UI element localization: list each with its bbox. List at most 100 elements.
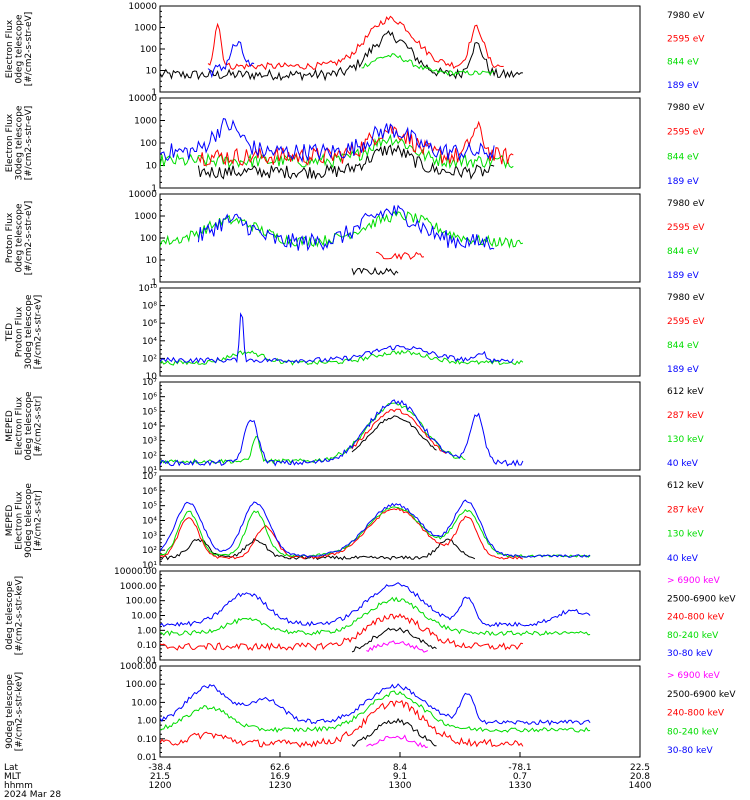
y-axis-label-line: MEPED: [5, 505, 15, 537]
x-tick-label-hhmm: 1300: [389, 781, 412, 791]
legend-entry: 287 keV: [667, 505, 704, 515]
y-tick-label: 0.10: [137, 735, 157, 745]
panel-8: 0.01 0.10 1.00 10.00 100.00 1000.00 90deg tele…: [5, 662, 736, 763]
legend-entry: 2595 eV: [667, 128, 705, 138]
x-tick-label-lat: 22.5: [630, 763, 650, 773]
y-tick-label: 10²: [142, 546, 157, 556]
y-axis-label-line: Electron Flux: [5, 19, 15, 78]
series-trace: [160, 582, 591, 628]
y-axis-label-line: [#/cm2-s-str-eV]: [24, 12, 34, 87]
y-tick-label: 10⁶: [142, 393, 157, 403]
legend-entry: 7980 eV: [667, 103, 705, 113]
y-tick-label: 10: [146, 372, 158, 382]
y-tick-label: 10000: [128, 190, 157, 200]
y-tick-label: 1.00: [137, 626, 157, 636]
y-axis-label: Electron Flux0deg telescope[#/cm2-s-str-…: [5, 12, 34, 87]
legend-entry: > 6900 keV: [667, 671, 721, 681]
y-tick-label: 10000.00: [114, 567, 157, 577]
x-tick-label-mlt: 20.8: [630, 772, 650, 782]
legend-entry: 240-800 keV: [667, 613, 725, 623]
y-axis-label-line: Proton Flux: [15, 306, 25, 357]
legend-entry: 844 eV: [667, 152, 700, 162]
y-axis-label: TEDProton Flux30deg telescope[#/cm2-s-st…: [5, 294, 44, 369]
legend-entry: 130 keV: [667, 530, 704, 540]
y-tick-label: 10⁶: [142, 487, 157, 497]
series-trace: [351, 408, 447, 454]
panel-frame: [159, 381, 641, 471]
traces: [160, 399, 524, 467]
y-tick-label: 0.01: [137, 656, 157, 666]
y-axis-label-line: [#/cm2-s-str]: [34, 396, 44, 456]
panel-2: 1 10 100 1000 10000 Electron Flux30deg telesc…: [5, 94, 705, 194]
y-axis-label-line: Electron Flux: [15, 396, 25, 455]
y-tick-label: 10¹: [142, 466, 157, 476]
y-axis-label-line: 90deg telescope: [5, 674, 15, 749]
y-tick-label: 10⁴: [142, 517, 157, 527]
y-tick-label: 1: [151, 88, 157, 98]
y-tick-label: 10⁵: [142, 407, 157, 417]
traces: [160, 683, 591, 749]
traces: [160, 499, 591, 561]
legend-entry: 189 eV: [667, 81, 700, 91]
panel-1: 1 10 100 1000 10000 Electron Flux0deg telesco…: [5, 2, 705, 98]
legend-entry: 7980 eV: [667, 293, 705, 303]
legend-entry: 130 keV: [667, 435, 704, 445]
series-trace: [160, 506, 591, 558]
series-trace: [351, 415, 437, 453]
legend-entry: 240-800 keV: [667, 709, 725, 719]
x-tick-label-hhmm: 1400: [629, 781, 652, 791]
y-axis-label: MEPEDElectron Flux0deg telescope[#/cm2-s…: [5, 391, 44, 461]
series-trace: [160, 349, 524, 366]
y-tick-label: 0.01: [137, 753, 157, 763]
legend-entry: 7980 eV: [667, 11, 705, 21]
traces: [160, 204, 524, 276]
y-tick-label: 10³: [142, 437, 157, 447]
series-trace: [160, 399, 524, 467]
y-tick-label: 1: [151, 278, 157, 288]
y-tick-label: 10²: [142, 354, 157, 364]
legend-entry: 80-240 keV: [667, 727, 719, 737]
traces: [160, 312, 524, 366]
panel-frame: [159, 287, 641, 377]
legend-entry: 30-80 keV: [667, 649, 713, 659]
y-tick-label: 10⁷: [142, 472, 157, 482]
series-trace: [160, 402, 466, 465]
y-axis-label: 0deg telescope[#/cm2-s-str-keV]: [5, 576, 25, 655]
legend-entry: 844 eV: [667, 58, 700, 68]
x-tick-label-mlt: 21.5: [150, 772, 170, 782]
y-tick-label: 10: [146, 162, 158, 172]
legend-entry: 2595 eV: [667, 34, 705, 44]
y-tick-label: 10: [146, 256, 158, 266]
panel-7: 0.01 0.10 1.00 10.00 100.00 1000.00 10000.00 0d…: [5, 567, 736, 666]
y-tick-label: 1000: [134, 24, 157, 34]
x-tick-label-lat: 8.4: [393, 763, 408, 773]
y-tick-label: 1000: [134, 212, 157, 222]
traces: [160, 117, 514, 180]
y-tick-label: 100.00: [126, 597, 158, 607]
series-trace: [160, 613, 524, 651]
x-date-label: 2024 Mar 28: [4, 790, 61, 800]
series-trace: [160, 133, 514, 170]
traces: [160, 15, 523, 82]
y-tick-label: 10¹⁰: [138, 284, 157, 294]
y-tick-label: 10⁸: [142, 302, 157, 312]
x-tick-label-lat: -78.1: [508, 763, 531, 773]
y-tick-label: 100: [140, 45, 157, 55]
legend-entry: 80-240 keV: [667, 631, 719, 641]
y-axis-label-line: [#/cm2-s-str-eV]: [34, 295, 44, 370]
series-trace: [351, 266, 399, 276]
y-axis-label-line: [#/cm2-s-str]: [34, 490, 44, 550]
y-axis-label-line: TED: [5, 323, 15, 342]
y-axis-label-line: 30deg telescope: [15, 105, 25, 180]
y-axis-label: Electron Flux30deg telescope[#/cm2-s-str…: [5, 105, 34, 180]
y-tick-label: 1000.00: [120, 662, 157, 672]
x-tick-label-hhmm: 1200: [149, 781, 172, 791]
panel-4: 10 10² 10⁴ 10⁶ 10⁸ 10¹⁰ TEDProton Flux30deg te…: [5, 284, 705, 382]
y-axis-label-line: Electron Flux: [15, 491, 25, 550]
y-tick-label: 10¹: [142, 561, 157, 571]
y-tick-label: 100: [140, 234, 157, 244]
legend-entry: 844 eV: [667, 341, 700, 351]
series-trace: [160, 30, 523, 82]
y-tick-label: 10⁷: [142, 378, 157, 388]
